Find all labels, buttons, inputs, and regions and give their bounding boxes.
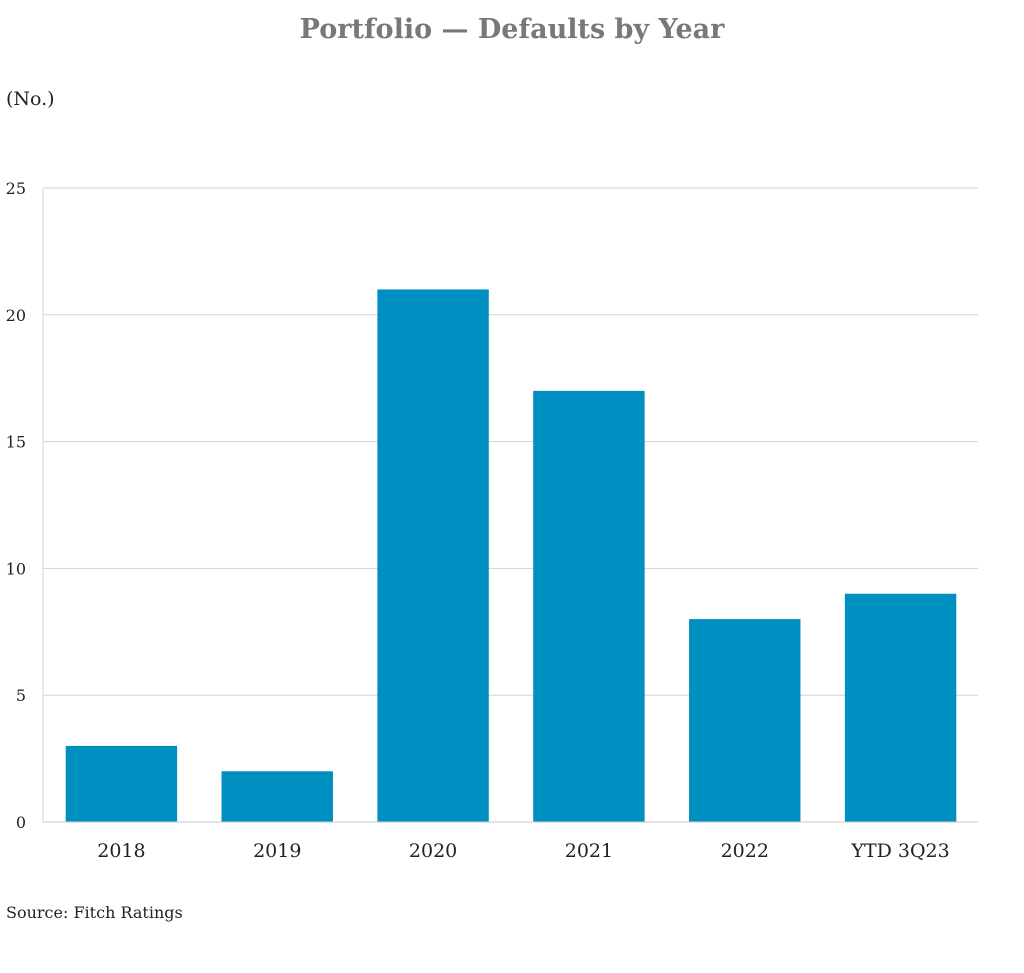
y-tick-label: 10 bbox=[6, 559, 26, 578]
bars bbox=[65, 289, 957, 822]
y-tick-label: 5 bbox=[16, 686, 26, 705]
gridlines bbox=[42, 187, 978, 822]
bar-2021 bbox=[533, 390, 645, 822]
y-tick-label: 15 bbox=[6, 433, 26, 452]
bar-2022 bbox=[689, 619, 801, 822]
y-axis-unit-label: (No.) bbox=[6, 88, 55, 110]
x-category-label: 2018 bbox=[97, 840, 145, 862]
chart-title: Portfolio — Defaults by Year bbox=[299, 14, 725, 45]
y-axis-ticks: 0 5 10 15 20 25 bbox=[6, 179, 26, 832]
y-tick-label: 20 bbox=[6, 306, 26, 325]
bar-2018 bbox=[65, 745, 178, 822]
x-axis-categories: 2018 2019 2020 2021 2022 YTD 3Q23 bbox=[97, 840, 950, 862]
source-note: Source: Fitch Ratings bbox=[6, 903, 183, 922]
y-tick-label: 0 bbox=[16, 813, 26, 832]
bar-ytd-3q23 bbox=[844, 593, 957, 822]
x-category-label: 2021 bbox=[565, 840, 613, 862]
y-tick-label: 25 bbox=[6, 179, 26, 198]
x-category-label: YTD 3Q23 bbox=[850, 840, 949, 862]
bar-2019 bbox=[221, 771, 333, 822]
x-category-label: 2020 bbox=[409, 840, 457, 862]
x-category-label: 2022 bbox=[721, 840, 769, 862]
x-category-label: 2019 bbox=[253, 840, 301, 862]
bar-2020 bbox=[377, 289, 489, 822]
